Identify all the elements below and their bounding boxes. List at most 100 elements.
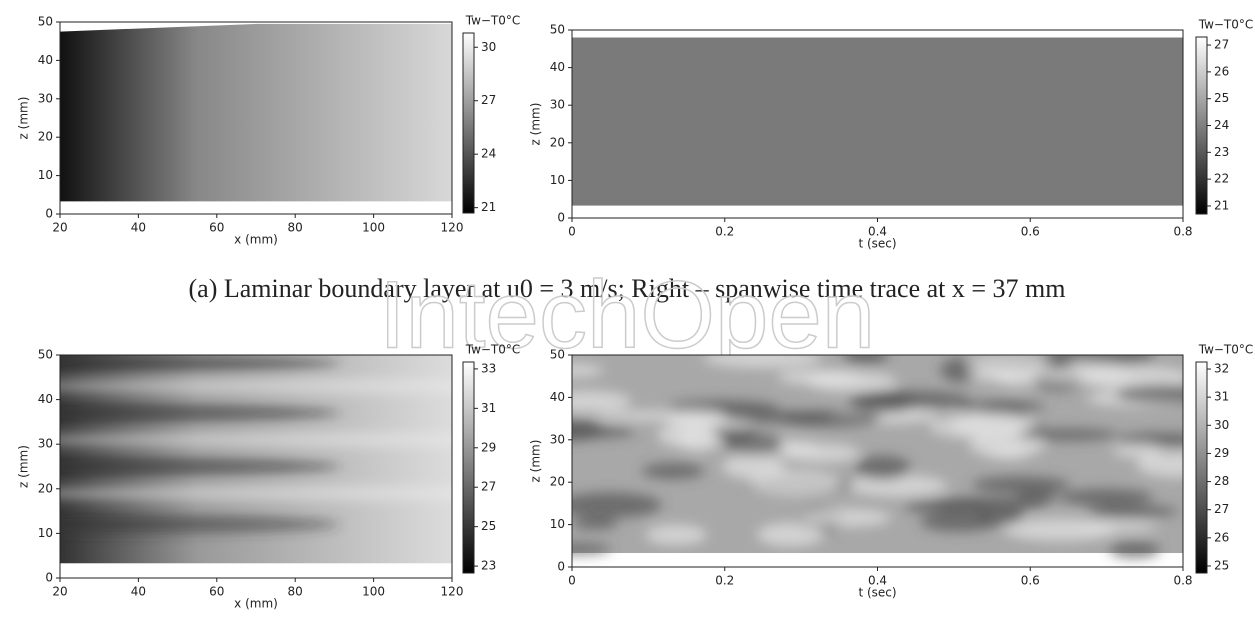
y-tick-label: 30 <box>550 432 565 446</box>
colorbar-label: Tw−T0°C <box>1198 18 1254 32</box>
y-axis-label: z (mm) <box>529 103 543 146</box>
streak <box>60 355 340 373</box>
y-axis-label: z (mm) <box>17 97 31 140</box>
x-tick-label: 0.4 <box>868 574 887 588</box>
blob <box>777 369 862 385</box>
colorbar-tick-label: 26 <box>1214 64 1229 78</box>
x-tick-label: 0.6 <box>1021 225 1040 239</box>
colorbar-tick-label: 23 <box>481 559 496 573</box>
blob <box>798 508 892 527</box>
y-tick-label: 20 <box>550 135 565 149</box>
y-tick-label: 40 <box>550 60 565 74</box>
y-tick-label: 30 <box>38 91 53 105</box>
x-axis-label: x (mm) <box>234 597 278 611</box>
x-tick-label: 60 <box>209 221 224 235</box>
y-tick-label: 10 <box>38 526 53 540</box>
streak <box>60 431 452 448</box>
y-tick-label: 20 <box>38 130 53 144</box>
streak <box>60 515 340 534</box>
colorbar-tick-label: 23 <box>1214 145 1229 159</box>
colorbar-tick-label: 27 <box>1214 502 1229 516</box>
blob <box>1003 518 1117 542</box>
x-axis-label: x (mm) <box>234 233 278 247</box>
colorbar-tick-label: 32 <box>1214 362 1229 376</box>
y-tick-label: 0 <box>45 571 53 585</box>
y-tick-label: 0 <box>45 207 53 221</box>
colorbar-tick-label: 33 <box>481 361 496 375</box>
colorbar <box>1195 361 1208 574</box>
plot-frame <box>59 354 453 579</box>
blob <box>968 433 1045 458</box>
blob <box>756 522 825 547</box>
x-axis-label: t (sec) <box>858 237 896 251</box>
y-axis-label: z (mm) <box>17 445 31 488</box>
field-texture <box>572 355 1183 558</box>
y-tick-label: 20 <box>550 475 565 489</box>
y-tick-label: 30 <box>38 437 53 451</box>
blob <box>726 433 783 456</box>
x-tick-label: 0 <box>568 225 576 239</box>
blob <box>572 390 632 413</box>
colorbar-tick-label: 24 <box>481 147 496 161</box>
colorbar <box>462 361 475 574</box>
blob <box>665 409 726 428</box>
x-tick-label: 40 <box>131 221 146 235</box>
colorbar-tick-label: 27 <box>481 93 496 107</box>
colorbar-tick-label: 22 <box>1214 172 1229 186</box>
x-tick-label: 0.2 <box>715 225 734 239</box>
colorbar-label: Tw−T0°C <box>1198 343 1254 357</box>
y-tick-label: 0 <box>557 560 565 574</box>
x-tick-label: 0.2 <box>715 574 734 588</box>
x-tick-label: 80 <box>288 221 303 235</box>
field <box>60 355 452 564</box>
y-tick-label: 10 <box>550 173 565 187</box>
y-tick-label: 40 <box>38 392 53 406</box>
y-tick-label: 0 <box>557 211 565 225</box>
x-tick-label: 80 <box>288 585 303 599</box>
x-tick-label: 0.8 <box>1173 225 1192 239</box>
blob <box>1087 505 1179 518</box>
colorbar-tick-label: 21 <box>1214 198 1229 212</box>
colorbar-tick-label: 27 <box>1214 38 1229 52</box>
y-tick-label: 40 <box>38 53 53 67</box>
blob <box>929 414 1028 439</box>
y-tick-label: 50 <box>550 23 565 37</box>
x-tick-label: 0 <box>568 574 576 588</box>
blob <box>1136 451 1183 478</box>
x-tick-label: 0.6 <box>1021 574 1040 588</box>
x-tick-label: 100 <box>362 221 385 235</box>
blob <box>903 499 990 514</box>
colorbar-tick-label: 31 <box>1214 390 1229 404</box>
blob <box>1109 541 1160 558</box>
streak <box>60 403 340 422</box>
colorbar-tick-label: 30 <box>1214 418 1229 432</box>
blob <box>972 476 1071 494</box>
blob <box>855 455 911 481</box>
watermark: IntechOpen <box>379 261 875 368</box>
colorbar-tick-label: 30 <box>481 40 496 54</box>
blob <box>723 410 834 423</box>
x-axis-label: t (sec) <box>858 586 896 600</box>
blob <box>1058 488 1154 506</box>
y-tick-label: 20 <box>38 481 53 495</box>
blob <box>572 492 662 518</box>
blob <box>572 425 636 439</box>
blob <box>974 505 1025 526</box>
colorbar-tick-label: 27 <box>481 480 496 494</box>
y-axis-label: z (mm) <box>529 440 543 483</box>
blob <box>780 443 861 463</box>
x-tick-label: 60 <box>209 585 224 599</box>
x-tick-label: 100 <box>362 585 385 599</box>
y-tick-label: 40 <box>550 390 565 404</box>
plot-frame <box>59 21 453 215</box>
colorbar <box>462 32 475 214</box>
blob <box>847 474 948 497</box>
blob <box>842 355 889 365</box>
y-tick-label: 50 <box>550 348 565 362</box>
colorbar-label: Tw−T0°C <box>465 14 521 28</box>
streak <box>60 378 452 395</box>
colorbar-tick-label: 25 <box>1214 558 1229 572</box>
y-tick-label: 50 <box>38 348 53 362</box>
y-tick-label: 10 <box>550 517 565 531</box>
